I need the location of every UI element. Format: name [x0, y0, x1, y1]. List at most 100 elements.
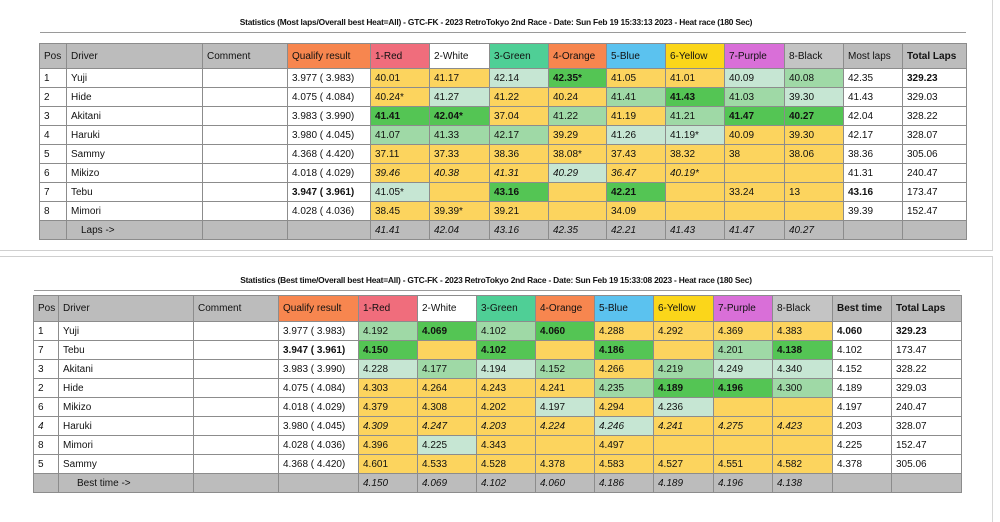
driver-cell: Mikizo [58, 397, 194, 417]
table-row[interactable]: 3 Akitani 3.983 ( 3.990) 41.41 42.04* 37.04 41… [39, 106, 967, 126]
table-row[interactable]: 3 Akitani 3.983 ( 3.990) 4.228 4.177 4.194 4.1… [33, 359, 962, 379]
footer-row: Laps -> 41.41 42.04 43.16 42.35 42.21 41.43 41.… [39, 220, 967, 240]
table-row[interactable]: 2 Hide 4.075 ( 4.084) 4.303 4.264 4.243 4.241 4… [33, 378, 962, 398]
lane-cell-8: 4.138 [772, 340, 833, 360]
footer-label: Laps -> [66, 220, 203, 240]
table-row[interactable]: 4 Haruki 3.980 ( 4.045) 41.07 41.33 42.17 39.2… [39, 125, 967, 145]
column-header-5-blue[interactable]: 5-Blue [606, 43, 666, 69]
footer-value-lane-5: 4.186 [594, 473, 654, 493]
column-header-1-red[interactable]: 1-Red [358, 295, 418, 322]
lane-cell-3: 37.04 [489, 106, 549, 126]
column-header-7-purple[interactable]: 7-Purple [713, 295, 773, 322]
lane-cell-1: 40.01 [370, 68, 430, 88]
table-row[interactable]: 5 Sammy 4.368 ( 4.420) 4.601 4.533 4.528 4.378… [33, 454, 962, 474]
table-row[interactable]: 8 Mimori 4.028 ( 4.036) 38.45 39.39* 39.21 34.… [39, 201, 967, 221]
lane-cell-7: 4.249 [713, 359, 773, 379]
footer-value-lane-6: 4.189 [653, 473, 714, 493]
table-row[interactable]: 1 Yuji 3.977 ( 3.983) 40.01 41.17 42.14 42.35*… [39, 68, 967, 88]
footer-value-lane-3: 43.16 [489, 220, 549, 240]
most-laps-table: Pos Driver Comment Qualify result 1-Red 2-Whi… [39, 43, 967, 240]
column-header-3-green[interactable]: 3-Green [476, 295, 536, 322]
table-row[interactable]: 2 Hide 4.075 ( 4.084) 40.24* 41.27 41.22 40.24… [39, 87, 967, 107]
column-header-8-black[interactable]: 8-Black [784, 43, 844, 69]
table-row[interactable]: 4 Haruki 3.980 ( 4.045) 4.309 4.247 4.203 4.22… [33, 416, 962, 436]
column-header-6-yellow[interactable]: 6-Yellow [653, 295, 714, 322]
lane-cell-2 [417, 340, 477, 360]
lane-cell-6 [653, 340, 714, 360]
pos-cell: 2 [33, 378, 59, 398]
column-header-4-orange[interactable]: 4-Orange [535, 295, 595, 322]
table-row[interactable]: 8 Mimori 4.028 ( 4.036) 4.396 4.225 4.343 4.49… [33, 435, 962, 455]
lane-cell-5: 4.246 [594, 416, 654, 436]
lane-cell-6: 4.241 [653, 416, 714, 436]
lane-cell-8 [772, 397, 833, 417]
lane-cell-4 [548, 201, 607, 221]
best-time-cell: 4.378 [832, 454, 892, 474]
lane-cell-8: 4.582 [772, 454, 833, 474]
table-row[interactable]: 7 Tebu 3.947 ( 3.961) 41.05* 43.16 42.21 33.24… [39, 182, 967, 202]
lane-cell-8: 13 [784, 182, 844, 202]
lane-cell-4 [548, 182, 607, 202]
lane-cell-4: 40.24 [548, 87, 607, 107]
column-header-pos[interactable]: Pos [33, 295, 59, 322]
column-header-2-white[interactable]: 2-White [417, 295, 477, 322]
lane-cell-6: 41.21 [665, 106, 725, 126]
lane-cell-3: 4.102 [476, 340, 536, 360]
column-header-3-green[interactable]: 3-Green [489, 43, 549, 69]
footer-value-lane-8: 40.27 [784, 220, 844, 240]
column-header-total-laps[interactable]: Total Laps [902, 43, 967, 69]
pos-cell: 7 [33, 340, 59, 360]
column-header-6-yellow[interactable]: 6-Yellow [665, 43, 725, 69]
column-header-total-laps[interactable]: Total Laps [891, 295, 962, 322]
table-row[interactable]: 6 Mikizo 4.018 ( 4.029) 39.46 40.38 41.31 40.2… [39, 163, 967, 183]
lane-cell-2: 39.39* [429, 201, 490, 221]
qualify-cell: 3.980 ( 4.045) [278, 416, 359, 436]
footer-value-lane-3: 4.102 [476, 473, 536, 493]
lane-cell-4: 4.197 [535, 397, 595, 417]
table-row[interactable]: 5 Sammy 4.368 ( 4.420) 37.11 37.33 38.36 38.08… [39, 144, 967, 164]
most-laps-title: Statistics (Most laps/Overall best Heat=… [239, 17, 753, 27]
table-row[interactable]: 1 Yuji 3.977 ( 3.983) 4.192 4.069 4.102 4.060 4… [33, 321, 962, 341]
column-header-driver[interactable]: Driver [66, 43, 203, 69]
lane-cell-7: 4.369 [713, 321, 773, 341]
lane-cell-3: 41.31 [489, 163, 549, 183]
column-header-2-white[interactable]: 2-White [429, 43, 490, 69]
column-header-4-orange[interactable]: 4-Orange [548, 43, 607, 69]
footer-value-lane-2: 4.069 [417, 473, 477, 493]
most-laps-cell: 42.35 [843, 68, 903, 88]
lane-cell-5: 4.288 [594, 321, 654, 341]
lane-cell-3: 4.528 [476, 454, 536, 474]
table-row[interactable]: 7 Tebu 3.947 ( 3.961) 4.150 4.102 4.186 4.201 4… [33, 340, 962, 360]
comment-cell [202, 201, 288, 221]
lane-cell-2: 4.308 [417, 397, 477, 417]
pos-cell: 1 [33, 321, 59, 341]
lane-cell-3: 4.202 [476, 397, 536, 417]
lane-cell-8 [784, 201, 844, 221]
column-header-7-purple[interactable]: 7-Purple [724, 43, 785, 69]
column-header-best-time[interactable]: Best time [832, 295, 892, 322]
column-header-5-blue[interactable]: 5-Blue [594, 295, 654, 322]
column-header-driver[interactable]: Driver [58, 295, 194, 322]
column-header-8-black[interactable]: 8-Black [772, 295, 833, 322]
comment-cell [202, 144, 288, 164]
column-header-pos[interactable]: Pos [39, 43, 67, 69]
lane-cell-6 [665, 182, 725, 202]
column-header-comment[interactable]: Comment [202, 43, 288, 69]
lane-cell-2: 4.225 [417, 435, 477, 455]
qualify-cell: 3.983 ( 3.990) [287, 106, 371, 126]
most-laps-cell: 42.04 [843, 106, 903, 126]
lane-cell-1: 4.309 [358, 416, 418, 436]
lane-cell-2: 41.33 [429, 125, 490, 145]
lane-cell-4: 39.29 [548, 125, 607, 145]
column-header-qualify-result[interactable]: Qualify result [287, 43, 371, 69]
lane-cell-3: 41.22 [489, 87, 549, 107]
column-header-most-laps[interactable]: Most laps [843, 43, 903, 69]
driver-cell: Hide [66, 87, 203, 107]
column-header-qualify-result[interactable]: Qualify result [278, 295, 359, 322]
table-row[interactable]: 6 Mikizo 4.018 ( 4.029) 4.379 4.308 4.202 4.19… [33, 397, 962, 417]
driver-cell: Hide [58, 378, 194, 398]
column-header-1-red[interactable]: 1-Red [370, 43, 430, 69]
lane-cell-2: 4.533 [417, 454, 477, 474]
column-header-comment[interactable]: Comment [193, 295, 279, 322]
lane-cell-2: 4.247 [417, 416, 477, 436]
